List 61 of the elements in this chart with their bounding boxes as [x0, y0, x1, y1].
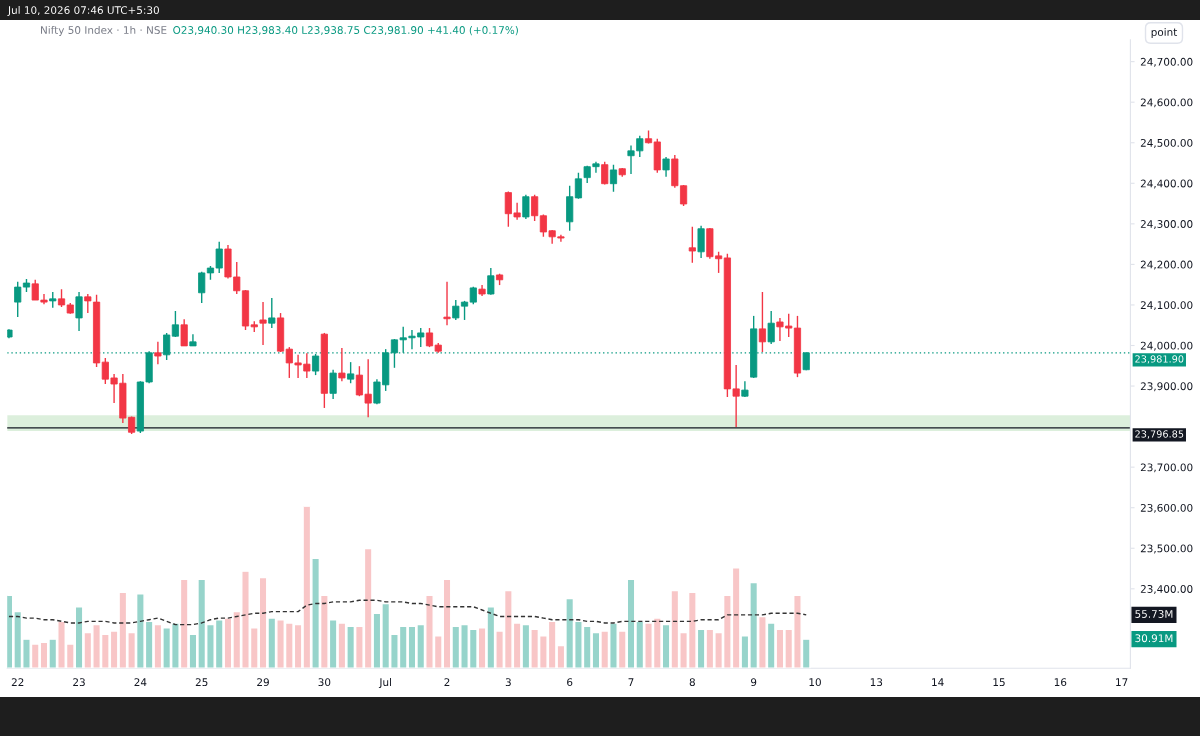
x-tick-label: 3	[505, 678, 511, 687]
y-tick-label: 24,600.00	[1140, 98, 1193, 108]
text: Jul 10, 2026 07:46 UTC+5:30	[7, 5, 159, 16]
candlestick	[338, 347, 346, 382]
candlestick	[75, 291, 83, 332]
candlestick	[347, 361, 355, 384]
candlestick	[531, 193, 539, 222]
candlestick	[767, 310, 775, 345]
candlestick	[522, 193, 530, 220]
ref-line-label: 23,981.90	[1135, 355, 1184, 364]
candlestick	[180, 318, 188, 347]
y-tick-label: 23,700.00	[1140, 463, 1193, 473]
x-tick-label: 22	[11, 678, 24, 686]
x-tick-label: 15	[993, 678, 1005, 687]
y-tick-label: 23,600.00	[1140, 503, 1193, 513]
y-tick-label: 23,500.00	[1140, 544, 1193, 554]
x-tick-label: 7	[628, 678, 634, 686]
y-tick-label: 23,900.00	[1140, 382, 1193, 392]
candlestick	[171, 310, 179, 338]
x-tick-label: 6	[567, 678, 573, 687]
x-tick-label: 16	[1054, 678, 1067, 687]
y-tick-label: 24,400.00	[1140, 179, 1193, 189]
candlestick	[688, 225, 696, 264]
x-tick-label: 10	[809, 678, 821, 687]
ref-line-label: 23,796.85	[1135, 430, 1184, 439]
candlestick	[259, 301, 267, 346]
x-tick-label: 13	[870, 678, 883, 687]
y-tick-label: 24,200.00	[1140, 260, 1193, 270]
x-tick-label: 23	[73, 678, 85, 687]
candlestick	[329, 369, 337, 400]
y-tick-label: 24,700.00	[1140, 57, 1193, 67]
y-tick-label: 24,100.00	[1140, 301, 1193, 311]
candlestick	[154, 341, 162, 365]
candlestick	[609, 163, 618, 193]
candlestick	[268, 297, 276, 329]
text: 30.91M	[1135, 634, 1173, 643]
x-tick-label: Jul	[378, 678, 391, 689]
candlestick	[487, 267, 495, 296]
y-tick-label: 24,500.00	[1140, 138, 1193, 148]
x-tick-label: 14	[932, 678, 944, 686]
chart-title: Nifty 50 Index · 1h · NSE	[41, 25, 167, 36]
candlestick	[601, 161, 609, 186]
candlestick	[758, 291, 766, 353]
x-tick-label: 9	[751, 678, 757, 687]
x-tick-label: 25	[195, 678, 208, 687]
candlestick	[662, 156, 670, 178]
y-tick-label: 24,300.00	[1140, 220, 1193, 230]
chart-subtitle: O23,940.30 H23,983.40 L23,938.75 C23,981.90 +41.40 (+0.17%)	[173, 25, 518, 36]
candlestick	[443, 281, 451, 326]
text: point	[1151, 27, 1178, 39]
x-tick-label: 17	[1116, 678, 1128, 686]
text: 55.73M	[1135, 610, 1173, 618]
x-tick-label: 29	[257, 678, 269, 687]
candlestick	[697, 225, 705, 259]
x-tick-label: 2	[444, 678, 450, 686]
x-tick-label: 8	[689, 678, 695, 687]
y-tick-label: 24,000.00	[1140, 341, 1193, 351]
y-tick-label: 23,400.00	[1140, 585, 1193, 594]
x-tick-label: 30	[318, 678, 331, 687]
candlestick	[574, 172, 583, 200]
x-tick-label: 24	[134, 678, 147, 686]
